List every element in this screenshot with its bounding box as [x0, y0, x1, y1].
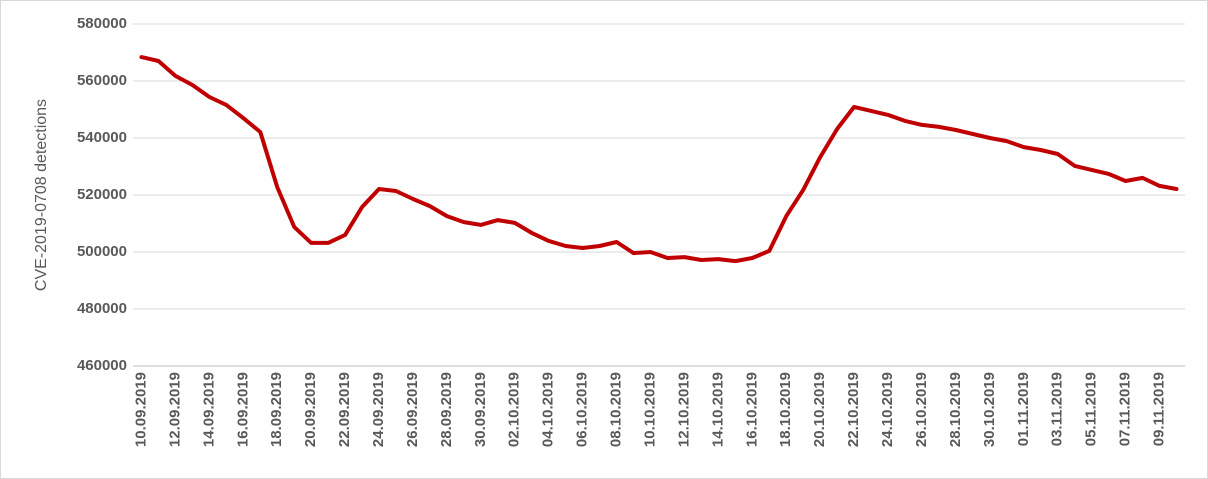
- x-tick-label: 14.09.2019: [200, 372, 217, 447]
- y-axis-title: CVE-2019-0708 detections: [33, 99, 50, 291]
- x-tick-label: 18.09.2019: [268, 372, 285, 447]
- y-tick-label: 480000: [77, 300, 127, 317]
- x-tick-label: 01.11.2019: [1015, 372, 1032, 446]
- x-tick-label: 09.11.2019: [1151, 372, 1168, 446]
- x-tick-label: 02.10.2019: [506, 372, 523, 447]
- x-tick-label: 07.11.2019: [1117, 372, 1134, 446]
- x-tick-label: 12.10.2019: [675, 372, 692, 447]
- data-line: [139, 55, 1179, 264]
- y-tick-label: 520000: [77, 186, 127, 203]
- x-tick-label: 03.11.2019: [1049, 372, 1066, 446]
- y-tick-label: 560000: [77, 72, 127, 89]
- x-tick-label: 28.10.2019: [947, 372, 964, 447]
- x-tick-label: 10.09.2019: [132, 372, 149, 447]
- y-tick-label: 540000: [77, 129, 127, 146]
- x-tick-label: 12.09.2019: [166, 372, 183, 447]
- x-tick-label: 04.10.2019: [540, 372, 557, 447]
- x-tick-label: 26.09.2019: [404, 372, 421, 447]
- x-tick-label: 20.10.2019: [811, 372, 828, 447]
- x-tick-label: 10.10.2019: [641, 372, 658, 447]
- x-tick-label: 30.09.2019: [472, 372, 489, 447]
- x-tick-label: 16.09.2019: [234, 372, 251, 447]
- x-tick-label: 30.10.2019: [981, 372, 998, 447]
- y-tick-label: 460000: [77, 357, 127, 374]
- x-tick-label: 20.09.2019: [302, 372, 319, 447]
- y-tick-label: 500000: [77, 243, 127, 260]
- x-tick-label: 28.09.2019: [438, 372, 455, 447]
- x-tick-label: 22.09.2019: [336, 372, 353, 447]
- x-tick-label: 05.11.2019: [1083, 372, 1100, 446]
- x-tick-label: 08.10.2019: [608, 372, 625, 447]
- x-tick-label: 16.10.2019: [743, 372, 760, 447]
- x-tick-label: 22.10.2019: [845, 372, 862, 447]
- x-tick-label: 24.09.2019: [370, 372, 387, 447]
- x-tick-label: 26.10.2019: [913, 372, 930, 447]
- x-tick-label: 14.10.2019: [709, 372, 726, 447]
- y-tick-label: 580000: [77, 15, 127, 32]
- x-tick-label: 06.10.2019: [574, 372, 591, 447]
- x-tick-label: 24.10.2019: [879, 372, 896, 447]
- x-tick-label: 18.10.2019: [777, 372, 794, 447]
